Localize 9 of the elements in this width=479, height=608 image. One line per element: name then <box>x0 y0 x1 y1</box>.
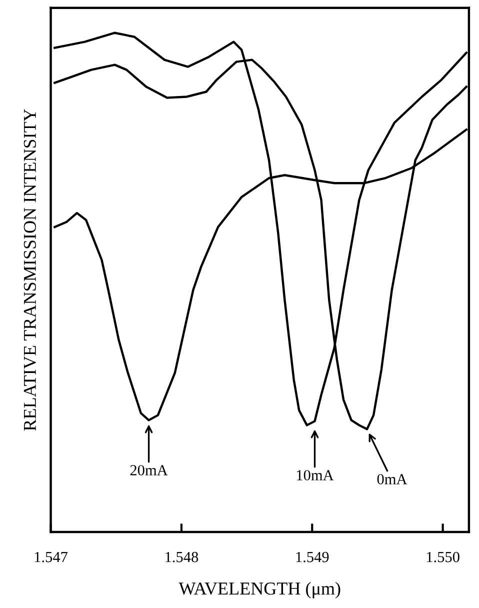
annotation: 10mA <box>296 470 334 480</box>
x-tick-label: 1.549 <box>296 552 329 562</box>
x-tick-label: 1.547 <box>34 552 68 562</box>
x-tick-label: 1.548 <box>166 552 198 562</box>
annotation: 0mA <box>377 474 408 484</box>
y-axis-title: RELATIVE TRANSMISSION INTENSITY <box>24 109 36 431</box>
x-axis-title: WAVELENGTH (μm) <box>178 582 340 598</box>
x-tick-label: 1.550 <box>426 552 460 562</box>
annotation: 20mA <box>130 465 168 476</box>
